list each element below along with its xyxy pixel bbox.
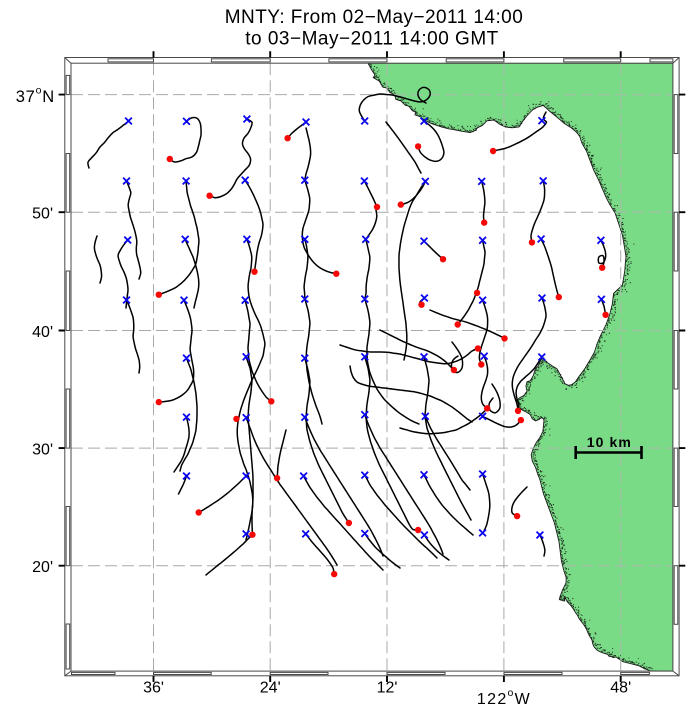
svg-text:20': 20' — [32, 559, 53, 576]
svg-text:12': 12' — [377, 680, 398, 697]
svg-text:24': 24' — [260, 680, 281, 697]
svg-text:MNTY: From 02−May−2011 14:00: MNTY: From 02−May−2011 14:00 — [225, 7, 523, 28]
svg-text:36': 36' — [143, 680, 164, 697]
svg-text:30': 30' — [32, 441, 53, 458]
svg-text:40': 40' — [32, 324, 53, 341]
svg-text:10 km: 10 km — [587, 434, 632, 450]
svg-text:48': 48' — [610, 680, 631, 697]
svg-text:122oW: 122oW — [477, 687, 531, 708]
svg-text:to 03−May−2011 14:00 GMT: to 03−May−2011 14:00 GMT — [245, 28, 499, 49]
svg-text:37oN: 37oN — [16, 85, 55, 106]
svg-text:50': 50' — [32, 206, 53, 223]
